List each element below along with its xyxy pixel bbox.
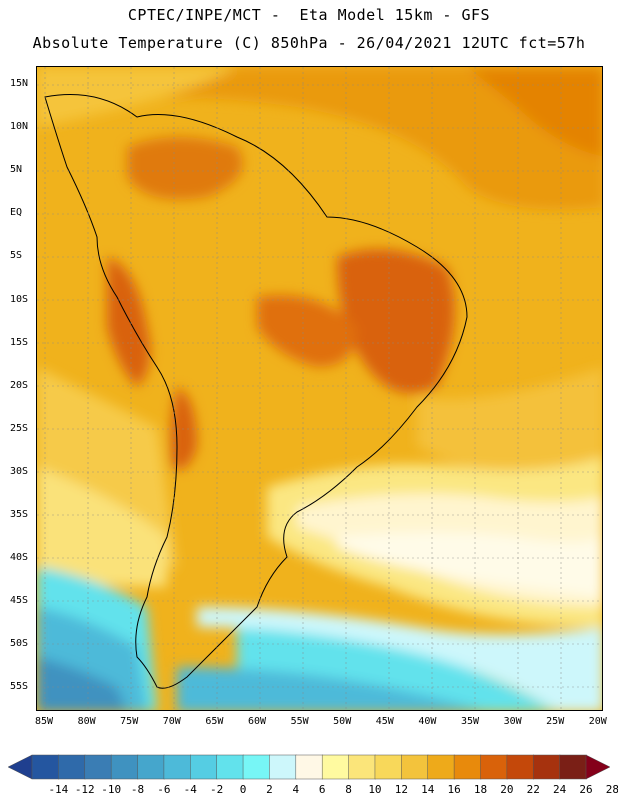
lon-label: 75W [120,716,139,727]
lon-label: 20W [588,716,607,727]
colorbar-max-arrow [585,754,611,780]
lat-label: 5N [10,164,23,176]
colorbar-bin [190,754,218,780]
colorbar-label: 4 [292,783,300,796]
colorbar-label: 24 [552,783,567,796]
title-line-2: Absolute Temperature (C) 850hPa - 26/04/… [32,34,586,52]
lon-label: 80W [77,716,96,727]
colorbar-label: -10 [101,783,122,796]
lat-label: 40S [10,552,29,564]
colorbar-label: 28 [605,783,618,796]
colorbar-bin [216,754,244,780]
south-america-outline [44,94,468,689]
colorbar-label: -2 [210,783,224,796]
colorbar-bin [321,754,350,780]
lon-label: 85W [34,716,54,727]
lat-label: 10N [10,121,29,133]
colorbar-label: 12 [394,783,408,796]
colorbar-bin [401,754,429,780]
lat-label: EQ [10,207,23,219]
lon-label: 25W [546,716,565,727]
colorbar-label: 2 [266,783,273,796]
colorbar-bin [110,754,139,780]
lat-label: 30S [10,465,29,477]
colorbar-bin [31,754,60,780]
colorbar-bin [506,754,534,780]
lat-label: 25S [10,422,29,434]
lon-label: 40W [418,716,437,727]
lat-label: 50S [10,638,29,650]
colorbar-min-arrow [7,754,33,780]
lat-label: 15S [10,336,29,348]
colorbar-bin [453,754,482,780]
colorbar-bin [295,754,323,780]
colorbar-label: 0 [239,783,247,796]
colorbar-label: 26 [579,783,593,796]
lon-label: 45W [375,716,394,727]
lat-label: 45S [10,595,29,607]
colorbar-bin [559,754,587,780]
colorbar-bin [348,754,376,780]
colorbar-bin [84,754,112,780]
title-line-1: CPTEC/INPE/MCT - Eta Model 15km - GFS [127,6,491,24]
colorbar-label: 10 [368,783,382,796]
colorbar-bin [137,754,165,780]
lon-label: 35W [460,716,480,727]
colorbar-bin [480,754,508,780]
lon-label: 50W [333,716,352,727]
colorbar [7,754,611,780]
colorbar-label: -6 [157,783,171,796]
colorbar-bin [242,754,271,780]
colorbar-label: 18 [473,783,488,796]
colorbar-label: -12 [74,783,95,796]
colorbar-label: 14 [421,783,435,796]
lat-label: 15N [10,78,29,89]
colorbar-bin [58,754,86,780]
lon-label: 55W [290,716,309,727]
colorbar-label: -14 [48,783,69,796]
lat-label: 10S [10,293,29,305]
lon-label: 60W [247,716,267,727]
colorbar-label: -4 [183,783,197,796]
map-svg [37,67,602,710]
lon-label: 65W [205,716,224,727]
lat-label: 35S [10,509,29,520]
lat-label: 20S [10,379,29,391]
colorbar-label: 20 [500,783,514,796]
colorbar-bin [532,754,561,780]
colorbar-bin [427,754,455,780]
colorbar-bin [269,754,297,780]
lat-label: 5S [10,250,23,262]
lat-label: 55S [10,681,29,693]
colorbar-label: 16 [447,783,461,796]
colorbar-label: 6 [318,783,326,796]
colorbar-label: 8 [345,783,352,796]
colorbar-bin [163,754,192,780]
lon-label: 30W [503,716,522,727]
lon-label: 70W [162,716,181,727]
colorbar-label: -8 [130,783,145,796]
temperature-map[interactable] [36,66,603,711]
colorbar-label: 22 [526,783,540,796]
colorbar-bin [374,754,403,780]
